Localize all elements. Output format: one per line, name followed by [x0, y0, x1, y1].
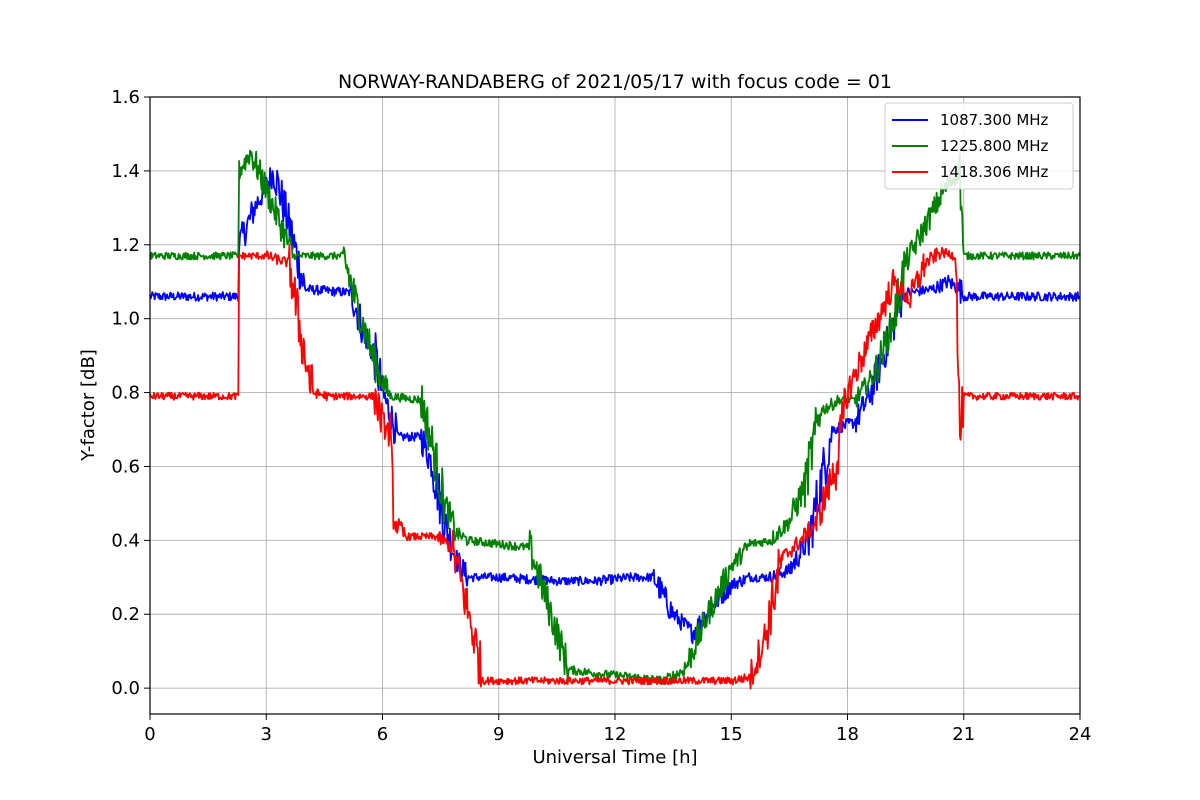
x-tick-label: 21	[952, 724, 975, 745]
legend-box	[884, 102, 1074, 190]
x-tick-label: 24	[1069, 724, 1092, 745]
x-tick-label: 0	[144, 724, 155, 745]
y-tick-label: 0.0	[111, 678, 140, 699]
series-lines	[149, 149, 1081, 690]
x-axis-label: Universal Time [h]	[532, 747, 697, 768]
y-axis-label: Y-factor [dB]	[78, 349, 99, 462]
y-tick-label: 1.2	[111, 235, 140, 256]
x-axis: 0 3 6 9 12 15 18 21 24	[144, 714, 1091, 745]
y-tick-label: 1.4	[111, 161, 140, 182]
legend: 1087.300 MHz 1225.800 MHz 1418.306 MHz	[884, 102, 1074, 190]
y-tick-label: 1.6	[111, 87, 140, 108]
x-tick-label: 15	[720, 724, 743, 745]
x-tick-label: 3	[261, 724, 272, 745]
series-line-3	[149, 243, 1081, 690]
series-line-1	[149, 167, 1081, 645]
x-tick-label: 9	[493, 724, 504, 745]
series-line-2	[149, 149, 1081, 686]
y-tick-label: 0.6	[111, 456, 140, 477]
y-tick-label: 0.8	[111, 383, 140, 404]
y-tick-label: 0.2	[111, 604, 140, 625]
chart-title: NORWAY-RANDABERG of 2021/05/17 with focu…	[338, 71, 892, 93]
y-tick-label: 0.4	[111, 530, 140, 551]
legend-label: 1418.306 MHz	[940, 163, 1049, 181]
legend-label: 1225.800 MHz	[940, 137, 1049, 155]
x-tick-label: 18	[836, 724, 859, 745]
y-tick-label: 1.0	[111, 309, 140, 330]
x-tick-label: 12	[604, 724, 627, 745]
y-axis: 0.0 0.2 0.4 0.6 0.8 1.0 1.2 1.4 1.6	[111, 87, 150, 699]
x-tick-label: 6	[377, 724, 388, 745]
legend-label: 1087.300 MHz	[940, 111, 1049, 129]
